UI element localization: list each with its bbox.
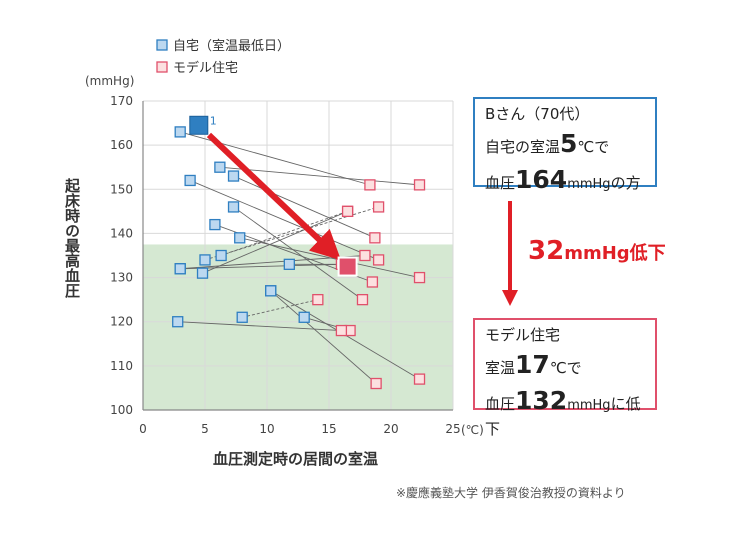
pair-line xyxy=(189,180,379,261)
model-house-point xyxy=(413,179,426,191)
highlight-model-marker xyxy=(337,256,358,277)
model-house-point xyxy=(369,232,381,244)
legend-model-label: モデル住宅 xyxy=(173,60,238,76)
x-tick-label: 0 xyxy=(139,422,147,436)
callout-m-line1: モデル住宅 xyxy=(485,326,561,344)
home-point xyxy=(227,170,240,182)
callout-b-line2: 自宅の室温5℃で xyxy=(485,128,610,158)
x-axis-label: 血圧測定時の居間の室温 xyxy=(213,450,378,468)
source-note: ※慶應義塾大学 伊香賀俊治教授の資料より xyxy=(396,486,626,500)
y-tick-label: 100 xyxy=(110,403,133,417)
legend-model-swatch xyxy=(156,61,168,73)
model-house-point xyxy=(372,254,385,266)
pair-line xyxy=(177,321,342,331)
highlight-arrow xyxy=(206,132,342,261)
y-tick-label: 170 xyxy=(110,94,133,108)
y-tick-label: 130 xyxy=(110,271,133,285)
pair-line xyxy=(242,299,318,318)
model-house-point xyxy=(356,293,369,306)
pair-line xyxy=(219,166,420,186)
y-tick-label: 120 xyxy=(110,315,133,329)
callout-model-house: モデル住宅 室温17℃で 血圧132mmHgに低下 xyxy=(473,318,657,438)
legend-home-label: 自宅（室温最低日） xyxy=(173,38,290,54)
x-tick-label: 15 xyxy=(321,422,336,436)
home-point xyxy=(209,218,221,231)
y-axis-label: 起床時の最高血圧 xyxy=(63,178,81,299)
home-point xyxy=(196,267,209,279)
home-point xyxy=(174,126,186,138)
model-house-point xyxy=(370,377,382,390)
home-point xyxy=(184,174,196,187)
tick-labels: 100 110 120 130 140 150 160 170 0 5 10 15 20 25 xyxy=(110,94,461,436)
x-tick-label: 25 xyxy=(445,422,460,436)
pair-line xyxy=(180,131,371,186)
pair-line xyxy=(233,206,363,301)
y-axis-unit: (mmHg) xyxy=(85,74,134,88)
callout-person-b: Bさん（70代） 自宅の室温5℃で 血圧164mmHgの方 xyxy=(473,97,657,194)
drop-label: 32mmHg低下 xyxy=(528,236,666,266)
home-point xyxy=(199,254,211,266)
y-tick-label: 150 xyxy=(110,182,133,196)
model-house-point xyxy=(359,249,371,262)
pair-line xyxy=(233,175,376,239)
home-point xyxy=(214,161,226,173)
grid xyxy=(142,100,454,411)
x-tick-label: 20 xyxy=(383,422,398,436)
model-house-point xyxy=(366,276,379,288)
highlight-home-label: 1 xyxy=(210,114,217,127)
model-house-point xyxy=(372,201,385,213)
home-point xyxy=(227,201,240,213)
reference-band xyxy=(143,244,453,410)
home-point xyxy=(298,311,310,323)
x-tick-label: 10 xyxy=(259,422,274,436)
model-house-point xyxy=(312,293,324,306)
home-point xyxy=(265,285,277,297)
legend-home-swatch xyxy=(156,39,168,51)
callout-m-line2: 室温17℃で xyxy=(485,349,582,379)
callout-b-line1: Bさん（70代） xyxy=(485,105,590,123)
home-point xyxy=(283,258,295,270)
y-tick-label: 160 xyxy=(110,138,133,152)
model-house-point xyxy=(335,324,348,337)
model-house-point xyxy=(364,179,376,191)
x-tick-label: 5 xyxy=(201,422,209,436)
model-house-point xyxy=(413,373,426,385)
home-point xyxy=(172,316,184,328)
y-tick-label: 140 xyxy=(110,226,133,240)
callout-b-line3: 血圧164mmHgの方 xyxy=(485,165,641,194)
callout-m-line3: 血圧132mmHgに低下 xyxy=(485,386,641,439)
y-tick-label: 110 xyxy=(110,359,133,373)
pair-line xyxy=(220,210,348,256)
home-point xyxy=(236,311,248,323)
model-house-point xyxy=(341,205,354,218)
x-axis-unit: (℃) xyxy=(461,423,484,437)
pair-line xyxy=(202,210,348,274)
model-house-point xyxy=(413,271,426,284)
highlight-home-marker xyxy=(189,115,209,135)
home-point xyxy=(174,263,186,275)
home-point xyxy=(234,232,246,244)
home-point xyxy=(215,249,227,262)
